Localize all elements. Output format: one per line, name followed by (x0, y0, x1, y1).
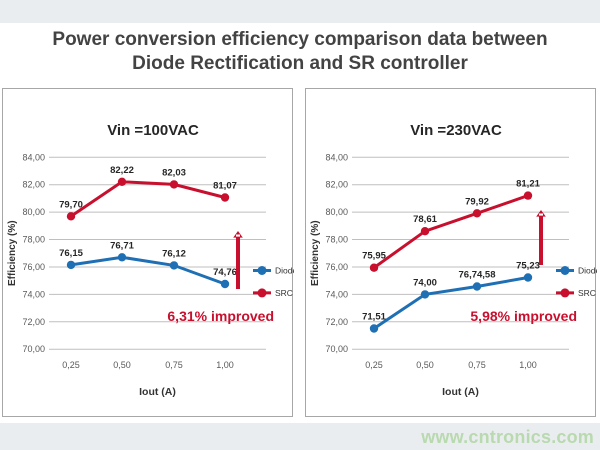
svg-text:84,00: 84,00 (22, 152, 45, 162)
svg-text:70,00: 70,00 (325, 344, 348, 354)
svg-text:82,03: 82,03 (162, 167, 186, 178)
svg-text:1,00: 1,00 (216, 360, 234, 370)
svg-text:1,00: 1,00 (519, 360, 537, 370)
svg-text:76,12: 76,12 (162, 248, 186, 259)
svg-text:78,00: 78,00 (325, 235, 348, 245)
svg-text:0,75: 0,75 (468, 360, 486, 370)
svg-text:76,74,58: 76,74,58 (459, 270, 496, 281)
svg-text:71,51: 71,51 (362, 312, 386, 323)
svg-text:82,00: 82,00 (22, 180, 45, 190)
svg-text:Diode: Diode (578, 266, 597, 276)
svg-text:76,00: 76,00 (325, 262, 348, 272)
svg-text:0,25: 0,25 (365, 360, 383, 370)
svg-text:Efficiency (%): Efficiency (%) (310, 220, 321, 286)
svg-text:78,00: 78,00 (22, 235, 45, 245)
svg-text:74,00: 74,00 (413, 277, 437, 288)
svg-text:72,00: 72,00 (325, 317, 348, 327)
svg-text:82,22: 82,22 (110, 165, 134, 176)
svg-text:82,00: 82,00 (325, 180, 348, 190)
svg-text:Diode: Diode (275, 266, 294, 276)
svg-text:81,21: 81,21 (516, 179, 540, 190)
svg-text:0,25: 0,25 (62, 360, 80, 370)
svg-text:79,92: 79,92 (465, 196, 489, 207)
svg-text:72,00: 72,00 (22, 317, 45, 327)
svg-text:Efficiency (%): Efficiency (%) (7, 220, 18, 286)
svg-text:79,70: 79,70 (59, 199, 83, 210)
svg-text:76,15: 76,15 (59, 248, 83, 259)
svg-text:6,31% improved: 6,31% improved (167, 308, 274, 324)
svg-text:SRC: SRC (275, 288, 293, 298)
svg-text:74,76: 74,76 (213, 267, 237, 278)
svg-text:80,00: 80,00 (22, 207, 45, 217)
svg-text:SRC: SRC (578, 288, 596, 298)
svg-text:84,00: 84,00 (325, 152, 348, 162)
svg-text:75,95: 75,95 (362, 251, 386, 262)
svg-text:74,00: 74,00 (325, 289, 348, 299)
svg-text:75,23: 75,23 (516, 261, 540, 272)
svg-text:80,00: 80,00 (325, 207, 348, 217)
svg-text:0,50: 0,50 (416, 360, 434, 370)
svg-text:Vin =230VAC: Vin =230VAC (410, 122, 502, 139)
svg-text:Iout (A): Iout (A) (139, 386, 176, 398)
svg-text:0,50: 0,50 (113, 360, 131, 370)
svg-text:0,75: 0,75 (165, 360, 183, 370)
svg-text:76,00: 76,00 (22, 262, 45, 272)
svg-text:81,07: 81,07 (213, 181, 237, 192)
svg-text:Vin =100VAC: Vin =100VAC (107, 122, 199, 139)
svg-text:74,00: 74,00 (22, 289, 45, 299)
svg-text:70,00: 70,00 (22, 344, 45, 354)
svg-text:78,61: 78,61 (413, 214, 437, 225)
svg-text:5,98% improved: 5,98% improved (470, 308, 577, 324)
svg-text:Iout (A): Iout (A) (442, 386, 479, 398)
svg-text:76,71: 76,71 (110, 240, 134, 251)
